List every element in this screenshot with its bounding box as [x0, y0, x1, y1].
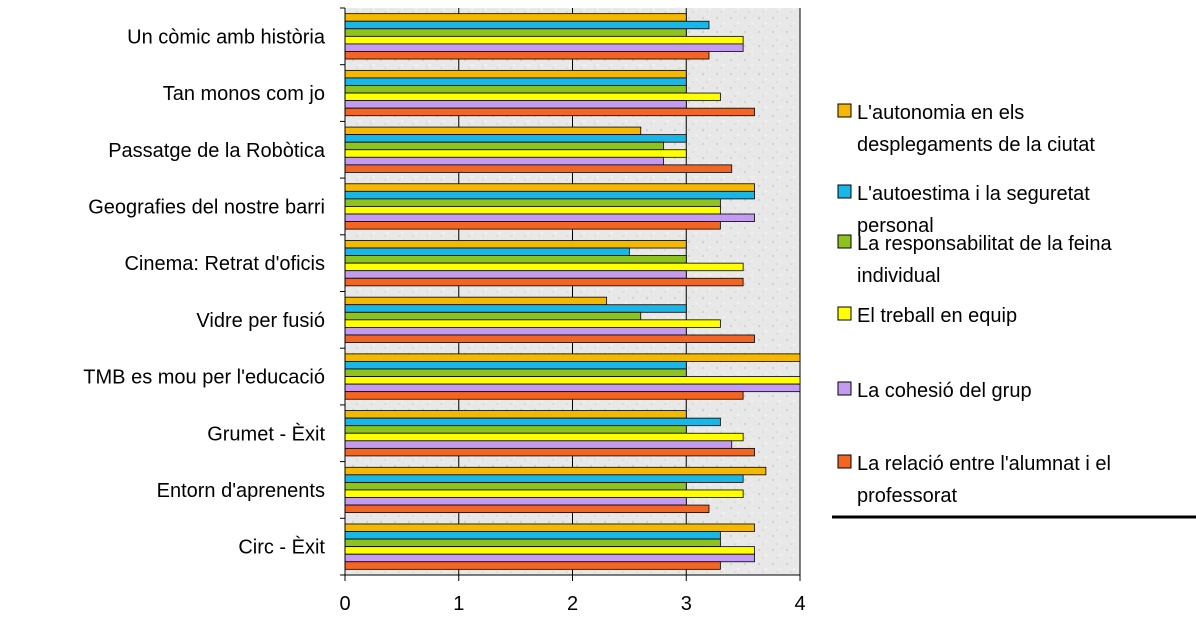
bar: [344, 198, 721, 207]
bar: [344, 466, 767, 476]
bar: [344, 440, 733, 449]
x-tick-label: 4: [794, 593, 805, 615]
x-tick-label: 0: [339, 593, 350, 615]
category-label: Un còmic amb història: [127, 26, 326, 48]
category-label: Grumet - Èxit: [207, 422, 325, 445]
legend-swatch: [837, 234, 852, 249]
category-label: Passatge de la Robòtica: [108, 140, 326, 162]
bar: [344, 126, 642, 136]
bar: [344, 247, 630, 256]
bar: [344, 319, 721, 328]
bar: [344, 43, 744, 52]
legend-label: La relació entre l'alumnat i el: [857, 453, 1111, 475]
bar: [344, 561, 721, 570]
category-label: Vidre per fusió: [196, 310, 325, 332]
legend-swatch: [837, 454, 852, 469]
bar: [344, 489, 744, 498]
category-label: Entorn d'aprenents: [157, 480, 325, 502]
x-tick-label: 3: [681, 593, 692, 615]
bar: [344, 20, 710, 30]
bar: [344, 77, 687, 86]
bar: [344, 497, 687, 506]
bar: [344, 213, 755, 222]
bar: [344, 432, 744, 442]
bar: [344, 85, 687, 94]
x-tick-label: 2: [567, 593, 578, 615]
bar: [344, 141, 664, 151]
bar: [344, 481, 687, 491]
bar: [344, 221, 721, 230]
x-axis: 0 1 2 3 4: [339, 574, 806, 615]
y-axis: Un còmic amb història Tan monos com jo Pas…: [83, 7, 346, 576]
bar: [344, 255, 687, 264]
bar: [344, 156, 664, 166]
category-label: TMB es mou per l'educació: [83, 367, 325, 389]
legend-swatch: [837, 306, 852, 321]
bar: [344, 368, 687, 377]
bar: [344, 383, 801, 393]
bar: [344, 149, 687, 158]
legend: L'autonomia en els desplegaments de la ci…: [832, 102, 1196, 519]
bar: [344, 206, 721, 215]
legend-label: La responsabilitat de la feina: [857, 233, 1112, 255]
legend-swatch: [837, 103, 852, 118]
bar: [344, 107, 755, 117]
bar: [344, 13, 687, 22]
legend-label: desplegaments de la ciutat: [857, 134, 1095, 156]
bar: [344, 553, 755, 563]
bar: [344, 538, 721, 548]
legend-label: personal: [857, 215, 934, 237]
bar: [344, 100, 687, 109]
bar: [344, 523, 755, 532]
category-label: Geografies del nostre barri: [88, 196, 325, 218]
bar: [344, 334, 755, 343]
legend-label: El treball en equip: [857, 305, 1017, 327]
bar: [344, 134, 687, 143]
bar: [344, 35, 744, 45]
bar: [344, 531, 721, 540]
bar: [344, 164, 733, 173]
bar: [344, 504, 710, 514]
bar: [344, 296, 608, 306]
bar: [344, 240, 687, 249]
legend-label: L'autonomia en els: [857, 102, 1024, 124]
bar: [344, 92, 721, 102]
bar: [344, 262, 744, 272]
legend-swatch: [837, 184, 852, 199]
bar: [344, 304, 687, 313]
legend-label: L'autoestima i la seguretat: [857, 183, 1090, 205]
bar: [344, 417, 721, 427]
bar: [344, 28, 687, 37]
plot-area: [344, 8, 801, 575]
bar: [344, 69, 687, 79]
bar: [344, 546, 755, 555]
category-label: Cinema: Retrat d'oficis: [124, 253, 325, 275]
bar: [344, 425, 687, 434]
bar: [344, 391, 744, 400]
bar: [344, 474, 744, 483]
bar: [344, 447, 755, 457]
bar: [344, 277, 744, 287]
bar: [344, 51, 710, 60]
legend-label: individual: [857, 265, 940, 287]
legend-label: La cohesió del grup: [857, 380, 1032, 402]
legend-swatch: [837, 381, 852, 396]
bar: [344, 270, 687, 279]
bar: [344, 183, 755, 192]
bar: [344, 327, 687, 336]
bar: [344, 311, 642, 321]
x-tick-label: 1: [453, 593, 464, 615]
bar: [344, 376, 801, 385]
bar: [344, 361, 687, 370]
bar: [344, 353, 801, 362]
legend-label: professorat: [857, 485, 957, 507]
bar: [344, 190, 755, 200]
category-label: Circ - Èxit: [238, 536, 325, 559]
bar: [344, 410, 687, 419]
category-label: Tan monos com jo: [163, 83, 325, 105]
